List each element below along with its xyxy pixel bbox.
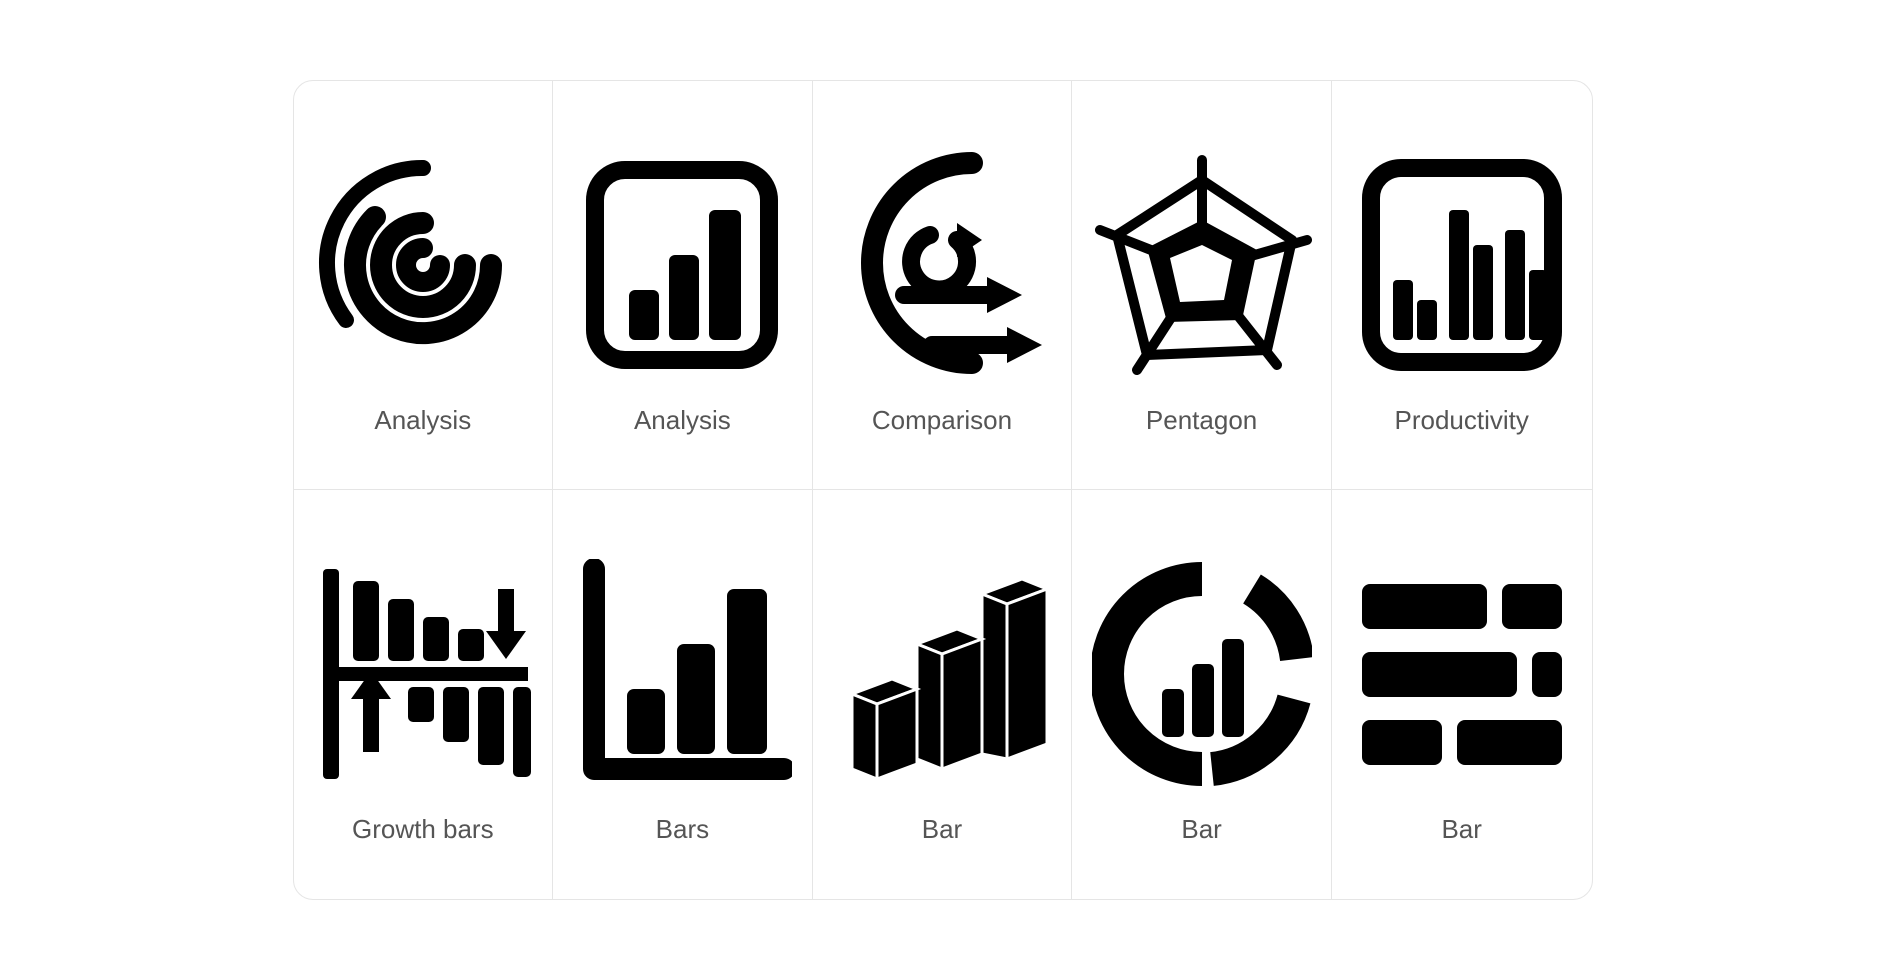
icon-label: Bars (656, 814, 709, 845)
analysis-arcs-icon (313, 135, 533, 395)
comparison-icon (832, 135, 1052, 395)
icon-cell: Productivity (1332, 81, 1592, 490)
icon-cell: Bar (1072, 490, 1332, 899)
icon-label: Productivity (1395, 405, 1529, 436)
icon-cell: Bar (813, 490, 1073, 899)
bar-3d-icon (832, 544, 1052, 804)
icon-label: Bar (922, 814, 962, 845)
icon-cell: Bar (1332, 490, 1592, 899)
bars-icon (572, 544, 792, 804)
icon-label: Comparison (872, 405, 1012, 436)
icon-label: Analysis (374, 405, 471, 436)
icon-cell: Growth bars (294, 490, 554, 899)
icon-grid: Analysis Analysis (293, 80, 1593, 900)
productivity-icon (1352, 135, 1572, 395)
icon-label: Pentagon (1146, 405, 1257, 436)
bar-blocks-icon (1352, 544, 1572, 804)
icon-label: Bar (1441, 814, 1481, 845)
icon-cell: Comparison (813, 81, 1073, 490)
icon-label: Bar (1181, 814, 1221, 845)
bar-donut-icon (1092, 544, 1312, 804)
pentagon-icon (1092, 135, 1312, 395)
icon-cell: Analysis (553, 81, 813, 490)
icon-cell: Analysis (294, 81, 554, 490)
icon-label: Growth bars (352, 814, 494, 845)
icon-cell: Bars (553, 490, 813, 899)
growth-bars-icon (313, 544, 533, 804)
icon-label: Analysis (634, 405, 731, 436)
icon-cell: Pentagon (1072, 81, 1332, 490)
analysis-card-icon (572, 135, 792, 395)
